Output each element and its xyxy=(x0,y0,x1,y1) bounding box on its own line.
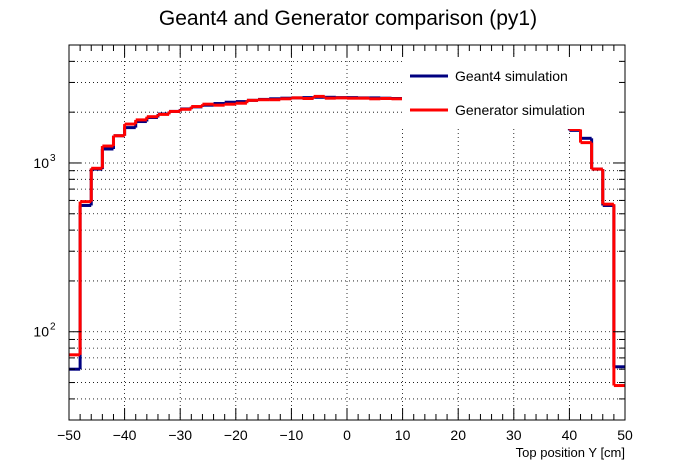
x-tick-label: −40 xyxy=(113,427,137,443)
y-tick-label-exponent: 3 xyxy=(50,153,56,164)
legend-box xyxy=(402,55,620,129)
series-layer xyxy=(69,94,625,388)
x-axis-label: Top position Y [cm] xyxy=(516,445,625,460)
x-tick-label: −50 xyxy=(57,427,81,443)
x-tick-label: 40 xyxy=(562,427,578,443)
series-generator xyxy=(69,94,625,388)
ticks xyxy=(68,44,626,421)
legend-label: Geant4 simulation xyxy=(455,68,568,84)
x-tick-label: −10 xyxy=(280,427,304,443)
x-tick-label: −30 xyxy=(168,427,192,443)
y-tick-label: 10 xyxy=(33,155,49,171)
y-tick-label-exponent: 2 xyxy=(50,322,56,333)
y-tick-label: 10 xyxy=(33,324,49,340)
legend-label: Generator simulation xyxy=(455,102,585,118)
x-tick-label: 0 xyxy=(343,427,351,443)
x-tick-label: 50 xyxy=(617,427,633,443)
x-tick-label: 30 xyxy=(506,427,522,443)
x-tick-label: 20 xyxy=(450,427,466,443)
x-tick-label: 10 xyxy=(395,427,411,443)
x-tick-label: −20 xyxy=(224,427,248,443)
legend: Geant4 simulation Generator simulation xyxy=(410,68,585,118)
chart-title: Geant4 and Generator comparison (py1) xyxy=(159,7,537,30)
